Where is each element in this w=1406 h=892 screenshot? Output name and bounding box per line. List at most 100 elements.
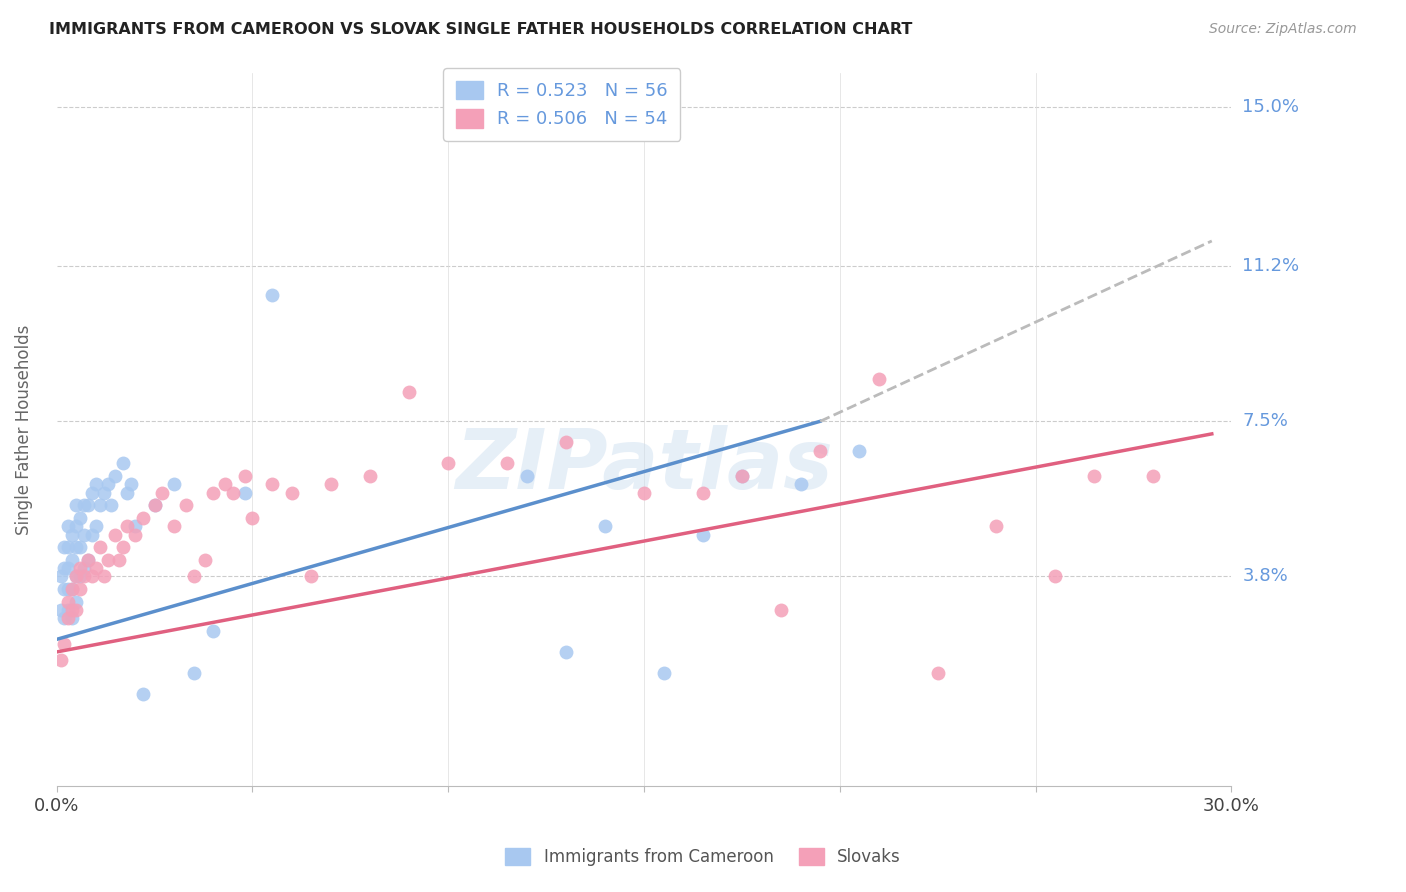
Point: [73, 569, 96, 583]
Point: [222, 485, 245, 500]
Point: [80, 485, 103, 500]
Point: [770, 603, 793, 617]
Point: [73, 498, 96, 512]
Point: [515, 468, 537, 483]
Point: [84, 477, 107, 491]
Point: [848, 443, 870, 458]
Point: [80, 569, 103, 583]
Point: [398, 384, 420, 399]
Point: [60, 527, 83, 541]
Point: [100, 498, 122, 512]
Text: 7.5%: 7.5%: [1243, 412, 1288, 430]
Point: [53, 582, 76, 596]
Point: [299, 569, 322, 583]
Point: [49, 603, 72, 617]
Point: [77, 552, 100, 566]
Point: [96, 477, 118, 491]
Point: [65, 569, 87, 583]
Point: [132, 687, 155, 701]
Point: [89, 498, 111, 512]
Point: [69, 582, 91, 596]
Legend: R = 0.523   N = 56, R = 0.506   N = 54: R = 0.523 N = 56, R = 0.506 N = 54: [443, 68, 681, 141]
Point: [1043, 569, 1066, 583]
Point: [60, 582, 83, 596]
Text: IMMIGRANTS FROM CAMEROON VS SLOVAK SINGLE FATHER HOUSEHOLDS CORRELATION CHART: IMMIGRANTS FROM CAMEROON VS SLOVAK SINGL…: [49, 22, 912, 37]
Point: [633, 485, 655, 500]
Text: 15.0%: 15.0%: [1243, 98, 1299, 116]
Point: [202, 624, 225, 638]
Point: [65, 594, 87, 608]
Point: [58, 519, 80, 533]
Point: [260, 288, 283, 302]
Point: [280, 485, 302, 500]
Point: [174, 498, 197, 512]
Point: [927, 665, 949, 680]
Point: [214, 477, 236, 491]
Point: [183, 569, 205, 583]
Point: [49, 653, 72, 667]
Point: [1083, 468, 1105, 483]
Point: [60, 552, 83, 566]
Point: [163, 519, 186, 533]
Point: [93, 485, 115, 500]
Point: [89, 540, 111, 554]
Point: [112, 456, 135, 470]
Point: [593, 519, 616, 533]
Point: [58, 611, 80, 625]
Point: [49, 569, 72, 583]
Point: [120, 477, 142, 491]
Point: [60, 611, 83, 625]
Point: [260, 477, 283, 491]
Point: [77, 552, 100, 566]
Point: [233, 468, 256, 483]
Point: [104, 527, 127, 541]
Point: [150, 485, 173, 500]
Point: [808, 443, 831, 458]
Point: [104, 468, 127, 483]
Point: [65, 540, 87, 554]
Point: [108, 552, 131, 566]
Point: [58, 561, 80, 575]
Point: [143, 498, 166, 512]
Point: [233, 485, 256, 500]
Point: [242, 510, 264, 524]
Text: 3.8%: 3.8%: [1243, 567, 1288, 585]
Point: [77, 498, 100, 512]
Text: ZIPatlas: ZIPatlas: [456, 425, 832, 506]
Y-axis label: Single Father Households: Single Father Households: [15, 325, 32, 535]
Point: [69, 510, 91, 524]
Point: [84, 519, 107, 533]
Legend: Immigrants from Cameroon, Slovaks: Immigrants from Cameroon, Slovaks: [496, 840, 910, 875]
Point: [69, 569, 91, 583]
Text: 11.2%: 11.2%: [1243, 257, 1299, 275]
Point: [1142, 468, 1164, 483]
Point: [65, 519, 87, 533]
Point: [53, 561, 76, 575]
Point: [53, 611, 76, 625]
Point: [359, 468, 381, 483]
Point: [554, 435, 576, 450]
Point: [132, 510, 155, 524]
Point: [692, 527, 714, 541]
Point: [60, 582, 83, 596]
Point: [96, 552, 118, 566]
Point: [437, 456, 460, 470]
Point: [53, 636, 76, 650]
Point: [69, 540, 91, 554]
Point: [58, 594, 80, 608]
Point: [554, 645, 576, 659]
Point: [115, 485, 138, 500]
Point: [496, 456, 519, 470]
Point: [69, 561, 91, 575]
Text: Source: ZipAtlas.com: Source: ZipAtlas.com: [1209, 22, 1357, 37]
Point: [80, 527, 103, 541]
Point: [731, 468, 754, 483]
Point: [58, 540, 80, 554]
Point: [986, 519, 1008, 533]
Point: [143, 498, 166, 512]
Point: [112, 540, 135, 554]
Point: [183, 665, 205, 680]
Point: [124, 519, 146, 533]
Point: [652, 665, 675, 680]
Point: [58, 603, 80, 617]
